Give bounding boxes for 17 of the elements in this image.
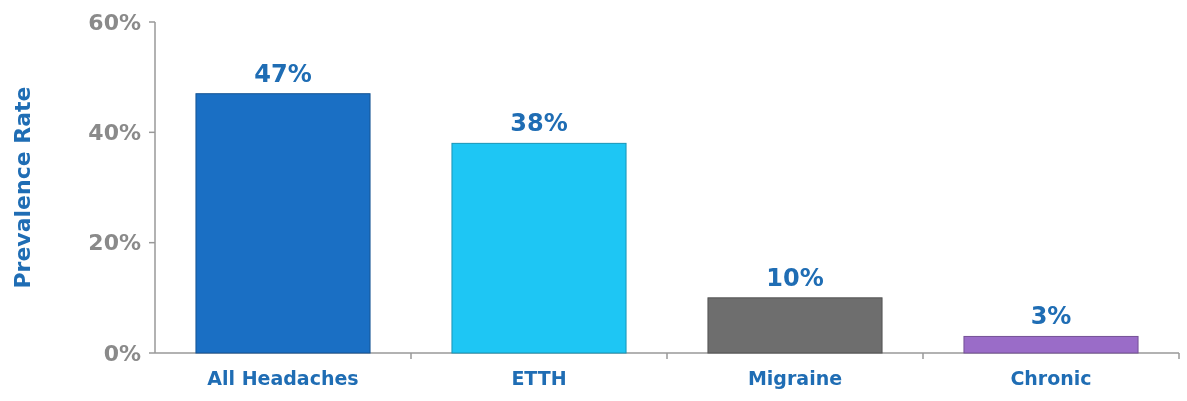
bar [963, 335, 1139, 354]
data-label: 3% [1030, 302, 1072, 331]
bar [707, 297, 883, 354]
bar [195, 93, 371, 354]
y-tick-label: 40% [88, 120, 141, 146]
data-label: 10% [766, 263, 824, 292]
x-tick-label: Chronic [1010, 367, 1092, 389]
y-tick-label: 60% [88, 9, 141, 35]
data-label: 47% [254, 59, 312, 88]
y-axis-title: Prevalence Rate [9, 86, 35, 289]
y-tick-label: 20% [88, 230, 141, 256]
bar [451, 142, 627, 354]
y-tick-label: 0% [103, 340, 141, 366]
x-tick-label: All Headaches [207, 367, 359, 389]
x-tick-label: ETTH [511, 367, 567, 389]
data-label: 38% [510, 109, 568, 138]
x-tick-label: Migraine [747, 367, 843, 389]
